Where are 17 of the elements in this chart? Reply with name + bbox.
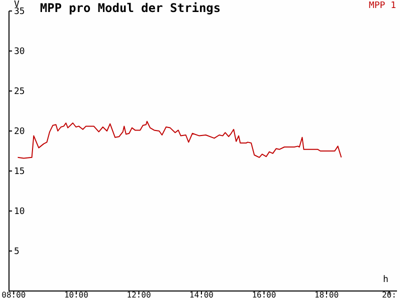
y-tick-label: 25 <box>14 87 25 98</box>
y-tick-label: 15 <box>14 167 25 178</box>
x-tick-label: 14:00 <box>189 290 214 300</box>
x-tick-label: 08:00 <box>2 290 26 300</box>
x-tick-label: 12:00 <box>126 290 152 300</box>
x-axis-title: h <box>383 275 388 285</box>
chart-title: MPP pro Modul der Strings <box>40 1 221 15</box>
y-tick-label: 5 <box>14 247 20 258</box>
y-tick-label: 20 <box>14 127 25 138</box>
x-tick-label: 20: <box>382 290 396 300</box>
y-tick-label: 10 <box>14 207 25 218</box>
y-tick-label: 30 <box>14 47 25 58</box>
y-tick-label: 35 <box>14 7 25 18</box>
x-tick-label: 18:00 <box>314 290 339 300</box>
x-tick-label: 10:00 <box>64 290 88 300</box>
text: MPP 1 <box>368 1 396 11</box>
x-tick-label: 16:00 <box>252 290 276 300</box>
